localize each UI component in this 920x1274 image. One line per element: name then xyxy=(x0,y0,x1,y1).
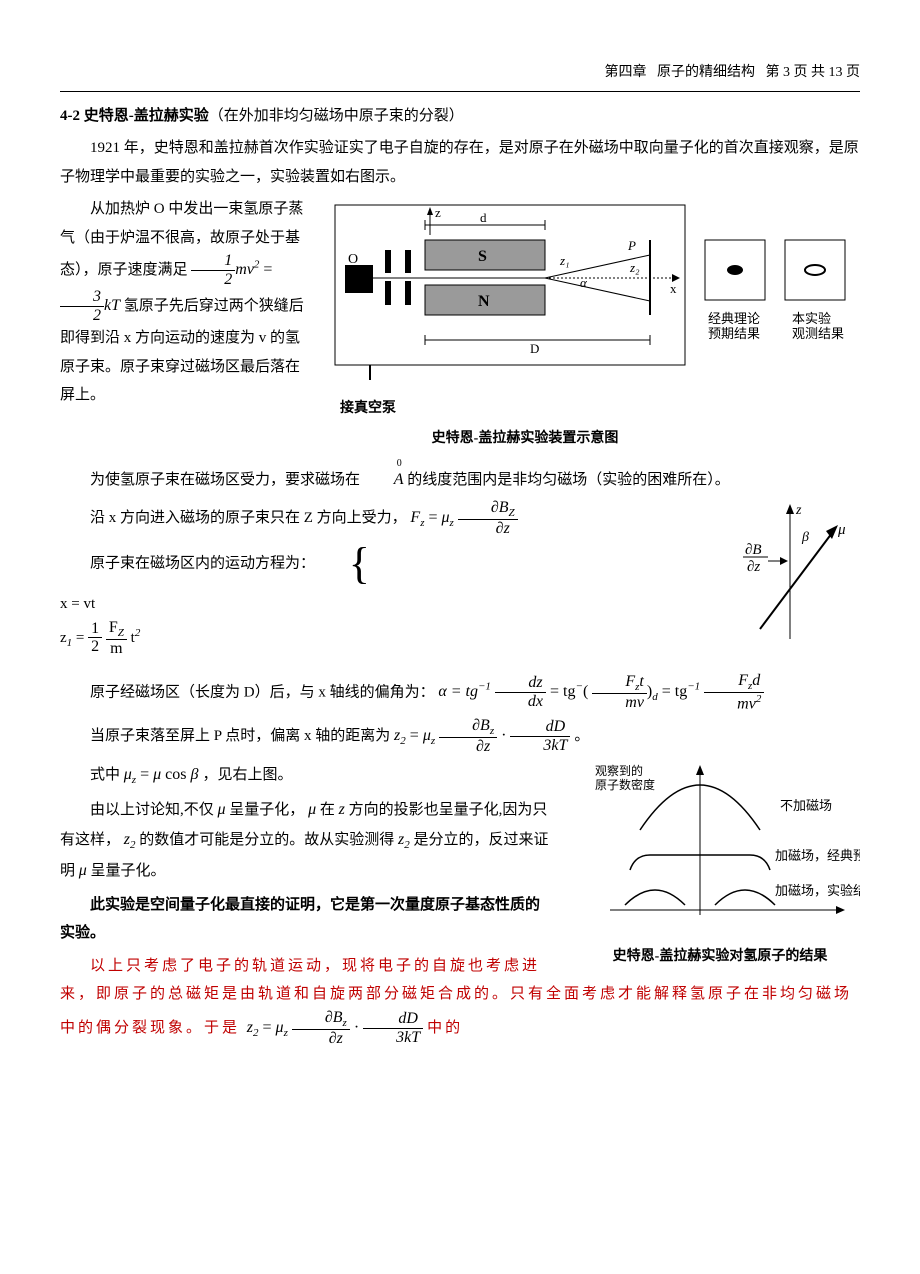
svg-text:μ: μ xyxy=(837,522,846,538)
classical-l2: 预期结果 xyxy=(708,326,760,341)
paragraph-oven: 从加热炉 O 中发出一束氢原子蒸气（由于炉温不很高，故原子处于基态），原子速度满… xyxy=(60,195,310,410)
figure-results: 观察到的 原子数密度 不加磁场 加磁场，经典预言 加磁场，实验结果 史特恩-盖拉… xyxy=(580,760,860,971)
magnet-s: S xyxy=(478,248,487,265)
figure-vector: z μ β ∂B ∂z xyxy=(740,499,860,660)
paragraph-nonuniform: 为使氢原子束在磁场区受力，要求磁场在 0A 的线度范围内是非均匀磁场（实验的困难… xyxy=(60,465,860,495)
page-prefix: 第 xyxy=(766,65,780,80)
axis-x: x xyxy=(670,281,677,296)
chapter-title: 原子的精细结构 xyxy=(657,65,755,80)
total-pages: 13 xyxy=(829,65,843,80)
svg-text:∂B: ∂B xyxy=(745,542,762,558)
figure-apparatus: O S N z x d D z₁ P z₂ xyxy=(330,195,860,453)
page-num: 3 xyxy=(783,65,790,80)
results-caption: 史特恩-盖拉赫实验对氢原子的结果 xyxy=(580,944,860,971)
svg-text:加磁场，经典预言: 加磁场，经典预言 xyxy=(775,848,860,863)
section-title: 史特恩-盖拉赫实验 xyxy=(84,108,209,124)
page-mid: 页 共 xyxy=(794,65,826,80)
paragraph-z2: 当原子束落至屏上 P 点时，偏离 x 轴的距离为 z2 = μz ∂Bz∂z ·… xyxy=(60,717,860,756)
section-number: 4-2 xyxy=(60,108,80,124)
paragraph-angle: 原子经磁场区（长度为 D）后，与 x 轴线的偏角为： α = tg−1 dzdx… xyxy=(60,672,860,713)
oven-label: O xyxy=(348,252,358,267)
paragraph-quantization: 由以上讨论知,不仅 μ 呈量子化， μ 在 z 方向的投影也呈量子化,因为只有这… xyxy=(60,795,550,887)
dim-d: d xyxy=(480,210,487,225)
page-header: 第四章 原子的精细结构 第 3 页 共 13 页 xyxy=(60,60,860,92)
svg-text:∂z: ∂z xyxy=(747,559,760,575)
classical-l1: 经典理论 xyxy=(708,311,760,326)
alpha-label: α xyxy=(580,275,588,290)
apparatus-caption: 史特恩-盖拉赫实验装置示意图 xyxy=(190,426,860,453)
dim-D: D xyxy=(530,341,539,356)
section-heading: 4-2 史特恩-盖拉赫实验（在外加非均匀磁场中原子束的分裂） xyxy=(60,102,860,131)
page-suffix: 页 xyxy=(846,65,860,80)
svg-text:β: β xyxy=(801,530,809,545)
apparatus-diagram: O S N z x d D z₁ P z₂ xyxy=(330,195,860,385)
paragraph-conclusion: 此实验是空间量子化最直接的证明，它是第一次量度原子基态性质的实验。 xyxy=(60,891,550,948)
svg-text:加磁场，实验结果: 加磁场，实验结果 xyxy=(775,883,860,898)
P-label: P xyxy=(627,238,636,253)
vacuum-label: 接真空泵 xyxy=(340,396,860,423)
svg-text:观察到的: 观察到的 xyxy=(595,763,643,778)
z1-label: z₁ xyxy=(559,253,570,268)
paragraph-intro: 1921 年，史特恩和盖拉赫首次作实验证实了电子自旋的存在，是对原子在外磁场中取… xyxy=(60,134,860,191)
exp-l2: 观测结果 xyxy=(792,326,844,341)
svg-text:原子数密度: 原子数密度 xyxy=(595,777,655,792)
svg-text:z: z xyxy=(795,503,802,518)
chapter: 第四章 xyxy=(605,65,647,80)
z2-label: z₂ xyxy=(629,260,640,275)
axis-z: z xyxy=(435,205,441,220)
exp-l1: 本实验 xyxy=(792,311,831,326)
magnet-n: N xyxy=(478,293,490,310)
section-subtitle: （在外加非均匀磁场中原子束的分裂） xyxy=(209,108,464,124)
svg-text:不加磁场: 不加磁场 xyxy=(780,798,832,813)
